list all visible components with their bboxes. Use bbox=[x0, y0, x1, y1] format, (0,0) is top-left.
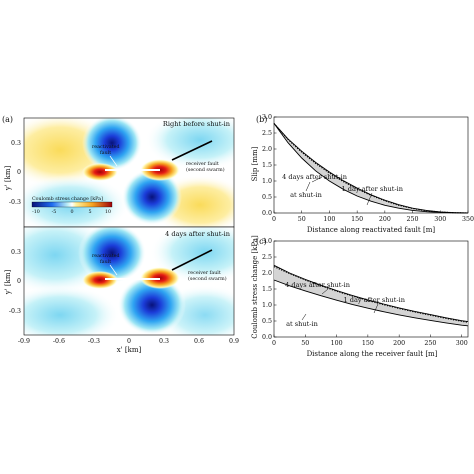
stress-map-top bbox=[24, 118, 234, 227]
panel-a-label: (a) bbox=[2, 115, 13, 124]
panel-b-label: (b) bbox=[256, 115, 267, 124]
map-bottom-title: 4 days after shut-in bbox=[165, 230, 231, 238]
map-bottom-reactivated-label-2: fault bbox=[100, 259, 111, 265]
map-bottom-ytick-2: -0.3 bbox=[9, 308, 21, 315]
chart-c-series-2 bbox=[273, 264, 469, 323]
panel-c-xlabel: Distance along the receiver fault [m] bbox=[307, 350, 438, 358]
chart-c-xtick-label: 0 bbox=[272, 340, 276, 347]
panel-b-annotation-4days: 4 days after shut-in bbox=[282, 173, 348, 181]
panel-a-ylabel-bottom: y' [km] bbox=[4, 270, 12, 296]
stress-map-bottom-frame bbox=[23, 226, 235, 336]
chart-c-ytick-label: 1.5 bbox=[262, 286, 272, 293]
panel-c-annotation-shutin: at shut-in bbox=[286, 320, 319, 328]
map-xtick-4: 0.3 bbox=[159, 338, 169, 345]
map-top-ytick-2: -0.3 bbox=[9, 199, 21, 206]
chart-b-xtick-label: 350 bbox=[462, 216, 474, 223]
chart-b-xtick-label: 100 bbox=[323, 216, 335, 223]
colorbar-tick-1: -5 bbox=[52, 209, 57, 215]
map-top-ytick-1: 0 bbox=[17, 169, 21, 176]
panel-b-xlabel: Distance along reactivated fault [m] bbox=[307, 226, 435, 234]
chart-c-ytick-label: 0.0 bbox=[262, 334, 272, 341]
map-xtick-1: -0.6 bbox=[53, 338, 65, 345]
chart-c-series-0 bbox=[273, 279, 469, 327]
panel-c-annotation-4days: 4 days after shut-in bbox=[285, 281, 351, 289]
chart-b-ytick-label: 2.5 bbox=[262, 130, 272, 137]
map-top-title: Right before shut-in bbox=[163, 120, 231, 128]
panel-c-annotation-1day: 1 day after shut-in bbox=[343, 296, 405, 304]
chart-c-series-1 bbox=[273, 266, 469, 323]
map-bottom-receiver-label-2: (second swarm) bbox=[188, 275, 227, 282]
chart-b: 0 50 100 150 200 250 300 350 0.0 0.5 1.0 1.5 2.0 2.5 3… bbox=[262, 114, 474, 223]
panel-b-ylabel: Slip [mm] bbox=[251, 146, 259, 181]
panel-b-annotation-shutin: at shut-in bbox=[290, 191, 323, 199]
map-xtick-0: -0.9 bbox=[18, 338, 30, 345]
map-xtick-6: 0.9 bbox=[229, 338, 239, 345]
map-bottom-receiver-label-1: receiver fault bbox=[188, 270, 221, 276]
map-top-receiver-label-1: receiver fault bbox=[186, 161, 219, 167]
panel-c-ylabel: Coulomb stress change [kPa] bbox=[251, 235, 259, 339]
chart-c-ytick-label: 0.5 bbox=[262, 318, 272, 325]
map-xtick-2: -0.3 bbox=[88, 338, 100, 345]
map-top-reactivated-label-1: reactivated bbox=[92, 144, 120, 150]
chart-b-ytick-label: 1.5 bbox=[262, 162, 272, 169]
chart-b-xtick-label: 150 bbox=[351, 216, 363, 223]
chart-c-xtick-label: 200 bbox=[393, 340, 405, 347]
panel-c-label: (c) bbox=[256, 237, 267, 246]
map-top-reactivated-label-2: fault bbox=[100, 150, 111, 156]
chart-c-xtick-label: 100 bbox=[331, 340, 343, 347]
chart-b-xtick-label: 50 bbox=[298, 216, 306, 223]
map-bottom-ytick-1: 0 bbox=[17, 278, 21, 285]
stress-map-bottom bbox=[24, 227, 234, 335]
colorbar-tick-3: 5 bbox=[88, 209, 91, 215]
chart-b-ytick-label: 0.5 bbox=[262, 194, 272, 201]
chart-b-xtick-label: 200 bbox=[379, 216, 391, 223]
panel-a-xlabel: x' [km] bbox=[117, 346, 142, 354]
chart-c-xtick-label: 300 bbox=[456, 340, 468, 347]
panel-b-annotation-1day: 1 day after shut-in bbox=[341, 185, 403, 193]
chart-c-ytick-label: 2.5 bbox=[262, 254, 272, 261]
chart-b-xtick-label: 300 bbox=[434, 216, 446, 223]
colorbar-tick-2: 0 bbox=[70, 209, 73, 215]
map-top-ytick-0: 0.3 bbox=[11, 140, 21, 147]
map-xtick-3: 0 bbox=[127, 338, 131, 345]
chart-b-series-0 bbox=[273, 123, 469, 214]
chart-c-shaded-band bbox=[274, 265, 468, 326]
colorbar-tick-0: -10 bbox=[32, 209, 40, 215]
chart-c-ytick-label: 3.0 bbox=[262, 238, 272, 245]
chart-b-xtick-label: 0 bbox=[272, 216, 276, 223]
chart-c-xtick-label: 250 bbox=[424, 340, 436, 347]
chart-c-xtick-label: 50 bbox=[301, 340, 309, 347]
panel-a-ylabel-top: y' [km] bbox=[4, 166, 12, 192]
map-bottom-reactivated-label-1: reactivated bbox=[92, 253, 120, 259]
chart-b-ytick-label: 0.0 bbox=[262, 210, 272, 217]
colorbar-title: Coulomb stress change [kPa] bbox=[32, 196, 103, 202]
chart-c-xtick-label: 150 bbox=[362, 340, 374, 347]
colorbar-tick-4: 10 bbox=[105, 209, 111, 215]
chart-c-ytick-label: 1.0 bbox=[262, 302, 272, 309]
chart-c-ytick-label: 2.0 bbox=[262, 270, 272, 277]
map-top-receiver-label-2: (second swarm) bbox=[186, 166, 225, 173]
chart-b-ytick-label: 2.0 bbox=[262, 146, 272, 153]
map-xtick-5: 0.6 bbox=[194, 338, 204, 345]
colorbar bbox=[31, 201, 113, 208]
chart-b-ytick-label: 1.0 bbox=[262, 178, 272, 185]
chart-b-shaded-band bbox=[274, 123, 468, 213]
map-bottom-ytick-0: 0.3 bbox=[11, 249, 21, 256]
chart-b-ytick-label: 3.0 bbox=[262, 114, 272, 121]
chart-c: 0 50 100 150 200 250 300 0.0 0.5 1.0 1.5 2.0 2.5 3.0 bbox=[262, 238, 469, 347]
chart-b-xtick-label: 250 bbox=[407, 216, 419, 223]
